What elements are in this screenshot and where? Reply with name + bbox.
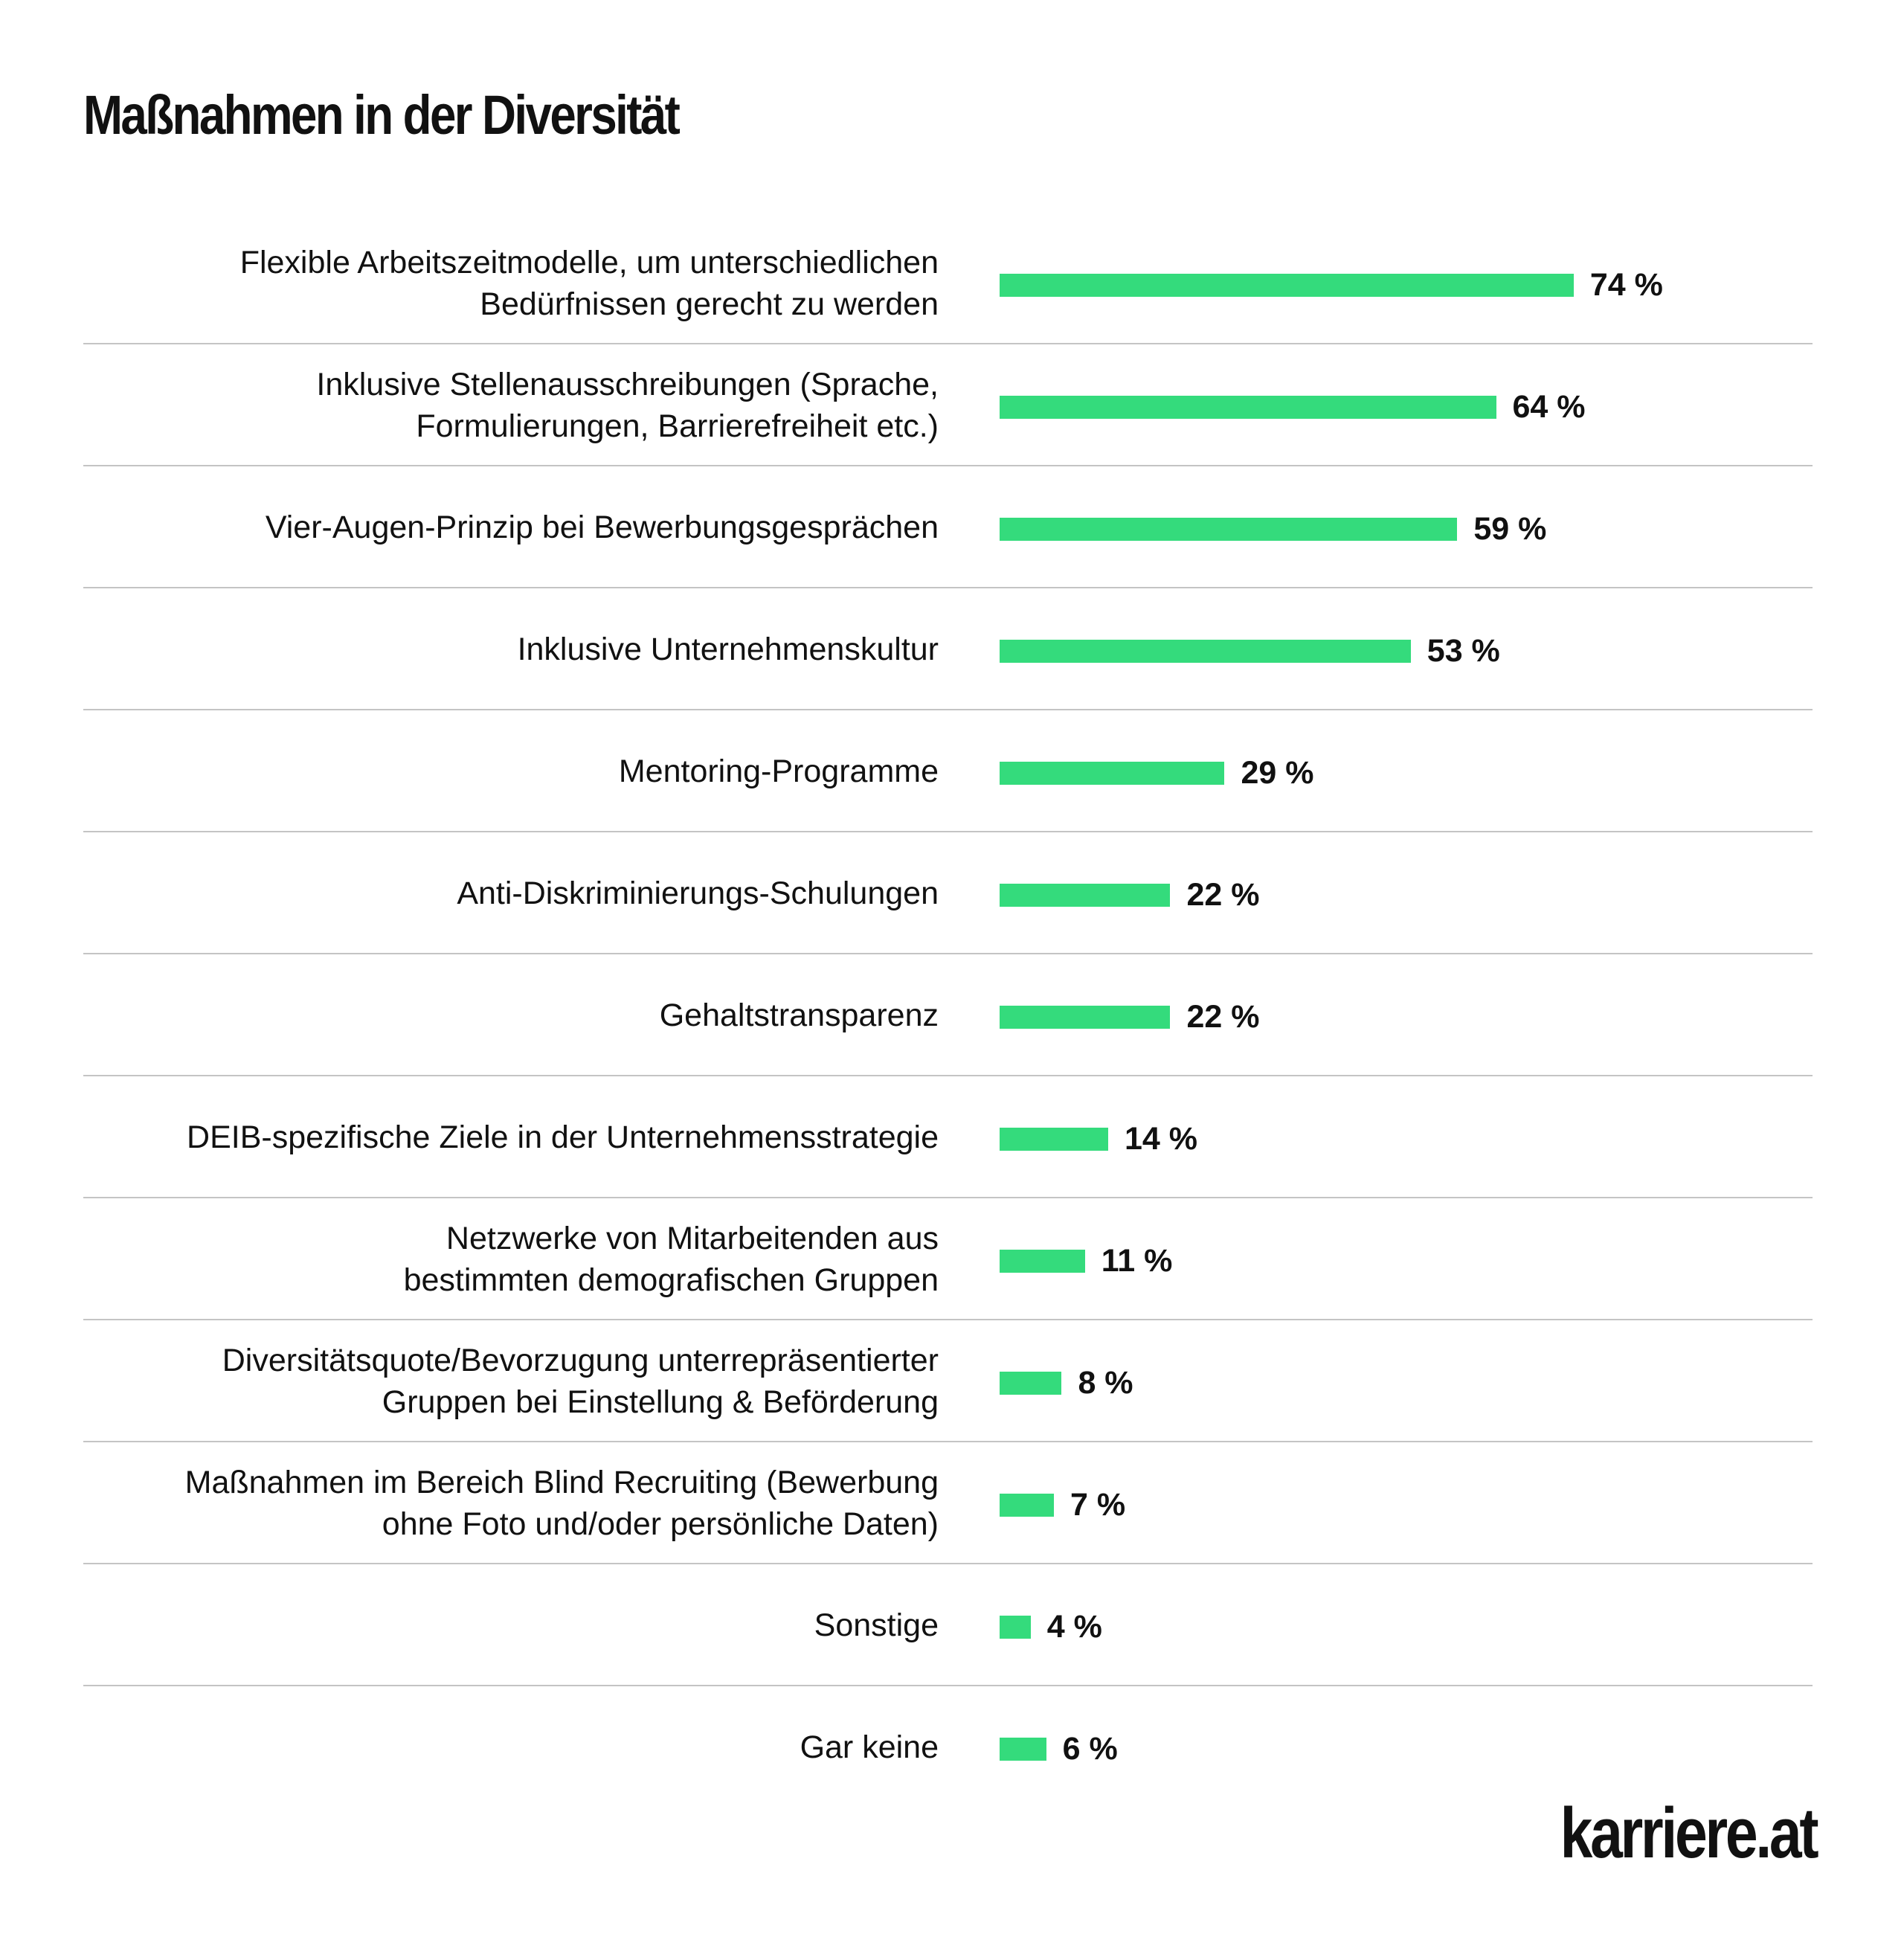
- bar-row: Anti-Diskriminierungs-Schulungen 22 %: [83, 832, 1813, 954]
- category-label: DEIB-spezifische Ziele in der Unternehme…: [187, 1119, 939, 1155]
- bar: [1000, 1738, 1046, 1761]
- bar-row: Gar keine 6 %: [83, 1686, 1813, 1808]
- bar-row: Gehaltstransparenz 22 %: [83, 954, 1813, 1076]
- value-label: 22 %: [1186, 877, 1260, 913]
- bar: [1000, 1006, 1171, 1029]
- row-divider: [83, 343, 1813, 344]
- bar-row: Flexible Arbeitszeitmodelle, um untersch…: [83, 222, 1813, 344]
- row-divider: [83, 1563, 1813, 1564]
- bar: [1000, 1616, 1031, 1639]
- row-divider: [83, 1075, 1813, 1076]
- value-label: 4 %: [1046, 1609, 1102, 1645]
- value-label: 7 %: [1070, 1487, 1126, 1523]
- row-divider: [83, 1319, 1813, 1320]
- value-label: 11 %: [1101, 1243, 1173, 1279]
- category-label: Mentoring-Programme: [618, 754, 939, 789]
- bar: [1000, 1494, 1054, 1517]
- bar: [1000, 1372, 1062, 1395]
- row-divider: [83, 587, 1813, 588]
- bar: [1000, 1250, 1085, 1273]
- row-divider: [83, 1197, 1813, 1198]
- category-label: Vier-Augen-Prinzip bei Bewerbungsgespräc…: [265, 510, 939, 545]
- bar: [1000, 884, 1171, 907]
- bar-row: Maßnahmen im Bereich Blind Recruiting (B…: [83, 1442, 1813, 1564]
- bar-row: Diversitätsquote/Bevorzugung unterrepräs…: [83, 1320, 1813, 1442]
- category-label: Gar keine: [800, 1729, 939, 1765]
- category-label: Maßnahmen im Bereich Blind Recruiting (B…: [184, 1465, 939, 1542]
- category-label: Anti-Diskriminierungs-Schulungen: [457, 876, 939, 911]
- bar-row: Netzwerke von Mitarbeitenden aus bestimm…: [83, 1198, 1813, 1320]
- category-label: Inklusive Stellenausschreibungen (Sprach…: [316, 367, 939, 444]
- bar-row: Vier-Augen-Prinzip bei Bewerbungsgespräc…: [83, 466, 1813, 588]
- category-label: Flexible Arbeitszeitmodelle, um untersch…: [239, 245, 939, 322]
- value-label: 14 %: [1125, 1121, 1198, 1157]
- value-label: 74 %: [1589, 267, 1663, 303]
- value-label: 64 %: [1512, 389, 1586, 425]
- value-label: 59 %: [1473, 511, 1547, 547]
- bar: [1000, 396, 1496, 419]
- karriere-logo: karriere.at: [1560, 1793, 1818, 1873]
- bar: [1000, 518, 1458, 541]
- row-divider: [83, 465, 1813, 466]
- bar-row: DEIB-spezifische Ziele in der Unternehme…: [83, 1076, 1813, 1198]
- bar-row: Mentoring-Programme 29 %: [83, 710, 1813, 832]
- bar: [1000, 640, 1411, 663]
- category-label: Diversitätsquote/Bevorzugung unterrepräs…: [222, 1343, 939, 1420]
- value-label: 53 %: [1427, 633, 1500, 669]
- value-label: 6 %: [1062, 1731, 1118, 1767]
- bar: [1000, 274, 1574, 297]
- bar-row: Inklusive Stellenausschreibungen (Sprach…: [83, 344, 1813, 466]
- bar-row: Inklusive Unternehmenskultur 53 %: [83, 588, 1813, 710]
- category-label: Gehaltstransparenz: [659, 997, 939, 1033]
- row-divider: [83, 1441, 1813, 1442]
- row-divider: [83, 953, 1813, 954]
- row-divider: [83, 831, 1813, 832]
- row-divider: [83, 709, 1813, 710]
- category-label: Sonstige: [814, 1607, 939, 1643]
- bar-row: Sonstige 4 %: [83, 1564, 1813, 1686]
- category-label: Netzwerke von Mitarbeitenden aus bestimm…: [403, 1221, 939, 1298]
- chart-title: Maßnahmen in der Diversität: [83, 84, 681, 146]
- category-label: Inklusive Unternehmenskultur: [517, 632, 939, 667]
- value-label: 29 %: [1241, 755, 1314, 791]
- value-label: 22 %: [1186, 999, 1260, 1035]
- bar: [1000, 762, 1225, 785]
- value-label: 8 %: [1078, 1365, 1133, 1401]
- row-divider: [83, 1685, 1813, 1686]
- bar: [1000, 1128, 1109, 1151]
